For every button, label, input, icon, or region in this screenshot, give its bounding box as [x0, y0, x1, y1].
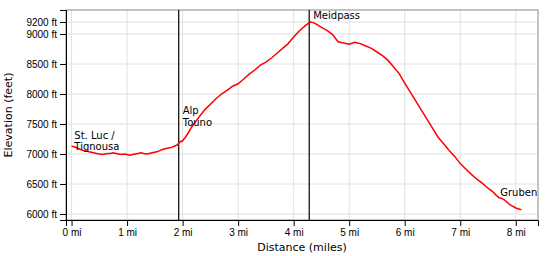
grid-line-x — [71, 10, 72, 220]
x-tick-label: 6 mi — [396, 227, 415, 238]
label-line: St. Luc / — [74, 130, 115, 141]
y-tick-label: 8500 ft — [26, 59, 57, 70]
y-tick-label: 8000 ft — [26, 89, 57, 100]
x-tick-label: 3 mi — [229, 227, 248, 238]
x-tick-mark — [294, 220, 295, 226]
x-tick: 4 mi — [285, 220, 304, 238]
x-tick-mark — [238, 220, 239, 226]
label-line: Tignousa — [73, 141, 119, 152]
x-tick-mark — [405, 220, 406, 226]
label-line: Alp — [183, 105, 199, 116]
x-tick: 2 mi — [174, 220, 193, 238]
y-tick: 9000 ft — [26, 29, 66, 40]
y-tick-mark — [60, 22, 66, 23]
label-line: Touno — [182, 117, 212, 128]
grid-line-y — [66, 64, 538, 65]
x-tick-label: 0 mi — [63, 227, 82, 238]
vertical-line-label: AlpTouno — [182, 105, 212, 128]
x-tick-label: 7 mi — [451, 227, 470, 238]
grid — [66, 10, 538, 220]
x-tick-label: 8 mi — [507, 227, 526, 238]
labels: AlpTouno Meidpass St. Luc /Tignousa Gruben — [73, 10, 537, 198]
y-tick-mark — [60, 214, 66, 215]
label-line: Gruben — [500, 187, 537, 198]
y-tick-mark — [60, 94, 66, 95]
y-tick: 7500 ft — [26, 119, 66, 130]
grid-line-x — [460, 10, 461, 220]
x-tick-mark — [72, 220, 73, 226]
y-tick-mark — [60, 124, 66, 125]
grid-line-y — [66, 124, 538, 125]
x-tick-label: 1 mi — [118, 227, 137, 238]
x-tick: 7 mi — [451, 220, 470, 238]
grid-line-y — [66, 214, 538, 215]
annotation: St. Luc /Tignousa — [73, 130, 119, 153]
x-tick: 3 mi — [229, 220, 248, 238]
x-tick-mark — [516, 220, 517, 226]
grid-line-x — [293, 10, 294, 220]
label-line: Meidpass — [313, 10, 360, 21]
y-tick: 6000 ft — [26, 209, 66, 220]
x-tick: 0 mi — [63, 220, 82, 238]
y-tick-label: 6000 ft — [26, 209, 57, 220]
x-tick-mark — [127, 220, 128, 226]
x-axis-line — [67, 221, 539, 227]
x-tick-mark — [183, 220, 184, 226]
y-tick-label: 9000 ft — [26, 29, 57, 40]
x-tick-label: 5 mi — [340, 227, 359, 238]
grid-line-x — [238, 10, 239, 220]
x-tick-mark — [349, 220, 350, 226]
grid-line-y — [66, 184, 538, 185]
y-tick: 8000 ft — [26, 89, 66, 100]
x-axis-title: Distance (miles) — [257, 241, 347, 254]
y-tick-label: 9200 ft — [26, 17, 57, 28]
grid-line-x — [127, 10, 128, 220]
y-tick: 8500 ft — [26, 59, 66, 70]
x-tick: 1 mi — [118, 220, 137, 238]
y-tick-label: 7000 ft — [26, 149, 57, 160]
plot: 0 mi 1 mi 2 mi 3 mi 4 mi 5 mi 6 mi 7 mi 8 mi 6000… — [26, 10, 538, 238]
grid-line-x — [404, 10, 405, 220]
grid-line-x — [349, 10, 350, 220]
x-tick: 5 mi — [340, 220, 359, 238]
y-tick: 6500 ft — [26, 179, 66, 190]
y-axis: 6000 ft 6500 ft 7000 ft 7500 ft 8000 ft 8500 … — [26, 11, 66, 221]
x-tick-mark — [460, 220, 461, 226]
x-axis: 0 mi 1 mi 2 mi 3 mi 4 mi 5 mi 6 mi 7 mi 8 mi — [63, 220, 539, 238]
grid-line-y — [66, 94, 538, 95]
elevation-line — [72, 22, 522, 210]
y-tick-label: 7500 ft — [26, 119, 57, 130]
grid-line-y — [66, 22, 538, 23]
vertical-line — [178, 10, 179, 220]
y-tick-mark — [60, 184, 66, 185]
marks — [72, 10, 522, 220]
annotation: Gruben — [500, 187, 537, 198]
x-tick: 6 mi — [396, 220, 415, 238]
chart: 0 mi 1 mi 2 mi 3 mi 4 mi 5 mi 6 mi 7 mi 8 mi 6000… — [0, 0, 550, 256]
vertical-line-label: Meidpass — [313, 10, 360, 21]
x-tick-label: 2 mi — [174, 227, 193, 238]
x-tick: 8 mi — [507, 220, 526, 238]
x-tick-label: 4 mi — [285, 227, 304, 238]
grid-line-y — [66, 34, 538, 35]
vertical-line — [309, 10, 310, 220]
plot-frame — [66, 10, 538, 220]
y-axis-line — [60, 11, 67, 221]
y-tick: 7000 ft — [26, 149, 66, 160]
y-axis-title: Elevation (feet) — [2, 73, 15, 158]
y-tick-mark — [60, 34, 66, 35]
y-tick-label: 6500 ft — [26, 179, 57, 190]
y-tick: 9200 ft — [26, 17, 66, 28]
y-tick-mark — [60, 64, 66, 65]
y-tick-mark — [60, 154, 66, 155]
